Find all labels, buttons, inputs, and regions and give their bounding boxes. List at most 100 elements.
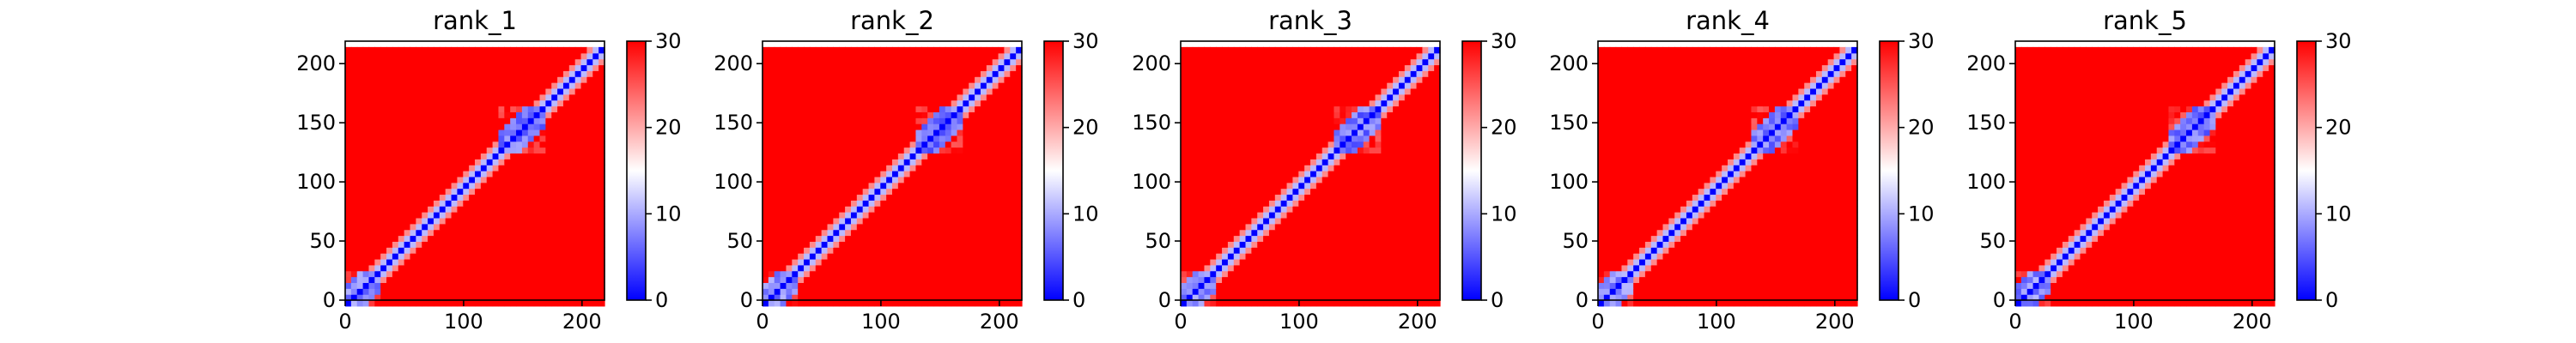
heatmap-cell	[345, 282, 352, 289]
heatmap-cell	[445, 182, 453, 190]
heatmap-cell	[975, 123, 981, 130]
heatmap-cell	[562, 206, 570, 213]
heatmap-cell	[428, 288, 434, 295]
heatmap-cell	[1404, 229, 1412, 237]
heatmap-cell	[545, 165, 552, 172]
heatmap-cell	[1245, 282, 1252, 289]
heatmap-cell	[1298, 212, 1305, 219]
heatmap-cell	[527, 258, 535, 266]
heatmap-cell	[1434, 276, 1441, 284]
heatmap-cell	[598, 117, 605, 124]
heatmap-cell	[1227, 258, 1235, 266]
heatmap-cell	[551, 200, 558, 207]
heatmap-cell	[410, 229, 416, 237]
heatmap-cell	[1393, 235, 1400, 242]
heatmap-cell	[1352, 294, 1358, 301]
heatmap-cell	[1428, 171, 1435, 178]
heatmap-cell	[433, 217, 440, 225]
heatmap-cell	[1393, 165, 1400, 172]
heatmap-cell	[568, 258, 576, 266]
heatmap-cell	[975, 229, 981, 237]
heatmap-cell	[1286, 188, 1294, 196]
heatmap-cell	[862, 270, 870, 278]
heatmap-cell	[927, 241, 934, 248]
heatmap-cell	[557, 64, 564, 71]
heatmap-cell	[1004, 64, 1011, 71]
heatmap-cell	[1280, 165, 1288, 172]
heatmap-cell	[451, 147, 459, 154]
heatmap-cell	[410, 129, 416, 136]
heatmap-cell	[933, 270, 940, 278]
heatmap-cell	[463, 99, 470, 107]
heatmap-cell	[1357, 288, 1364, 295]
heatmap-cell	[827, 147, 834, 154]
heatmap-cell	[980, 87, 987, 95]
heatmap-cell	[1268, 188, 1276, 196]
heatmap-cell	[762, 58, 769, 66]
heatmap-cell	[350, 288, 358, 295]
heatmap-cell	[892, 111, 899, 118]
heatmap-cell	[586, 99, 593, 107]
heatmap-cell	[927, 270, 934, 278]
heatmap-cell	[545, 258, 552, 266]
heatmap-cell	[574, 111, 582, 118]
heatmap-cell	[1016, 153, 1023, 159]
heatmap-cell	[1210, 229, 1217, 237]
heatmap-cell	[422, 153, 428, 159]
heatmap-cell	[921, 176, 928, 184]
heatmap-cell	[1210, 258, 1217, 266]
heatmap-cell	[1239, 223, 1247, 231]
heatmap-cell	[1346, 276, 1352, 284]
heatmap-cell	[380, 223, 387, 231]
heatmap-cell	[1369, 282, 1376, 289]
heatmap-cell	[833, 58, 840, 66]
y-tick-label: 100	[714, 170, 753, 194]
heatmap-cell	[1186, 294, 1194, 301]
heatmap-cell	[969, 182, 975, 190]
heatmap-cell	[498, 176, 505, 184]
heatmap-cell	[557, 70, 564, 77]
heatmap-cell	[963, 206, 969, 213]
heatmap-cell	[1315, 194, 1323, 201]
heatmap-cell	[845, 46, 852, 54]
heatmap-cell	[392, 165, 399, 172]
heatmap-cell	[1251, 212, 1258, 219]
heatmap-cell	[1321, 223, 1329, 231]
heatmap-cell	[1298, 206, 1305, 213]
heatmap-cell	[874, 117, 881, 124]
heatmap-cell	[1239, 258, 1247, 266]
heatmap-cell	[416, 147, 422, 154]
heatmap-cell	[1292, 229, 1299, 237]
heatmap-cell	[780, 188, 787, 196]
heatmap-cell	[380, 276, 387, 284]
heatmap-cell	[386, 70, 393, 77]
heatmap-cell	[874, 258, 881, 266]
heatmap-cell	[969, 206, 975, 213]
heatmap-cell	[850, 247, 858, 254]
heatmap-cell	[362, 129, 370, 136]
heatmap-cell	[1222, 171, 1229, 178]
heatmap-cell	[557, 93, 564, 101]
heatmap-cell	[1321, 270, 1329, 278]
heatmap-cell	[545, 70, 552, 77]
heatmap-cell	[592, 135, 599, 142]
heatmap-cell	[992, 99, 999, 107]
heatmap-cell	[404, 200, 411, 207]
heatmap-cell	[1304, 171, 1311, 178]
heatmap-cell	[815, 135, 823, 142]
heatmap-cell	[903, 171, 911, 178]
heatmap-cell	[1428, 241, 1435, 248]
heatmap-cell	[374, 223, 381, 231]
heatmap-cell	[539, 206, 546, 213]
heatmap-cell	[850, 235, 858, 242]
heatmap-cell	[992, 135, 999, 142]
heatmap-cell	[557, 176, 564, 184]
heatmap-cell	[416, 111, 422, 118]
heatmap-cell	[1016, 129, 1023, 136]
heatmap-cell	[986, 288, 993, 295]
heatmap-cell	[404, 247, 411, 254]
heatmap-cell	[780, 223, 787, 231]
heatmap-cell	[768, 229, 775, 237]
heatmap-cell	[915, 129, 922, 136]
heatmap-cell	[1357, 241, 1364, 248]
